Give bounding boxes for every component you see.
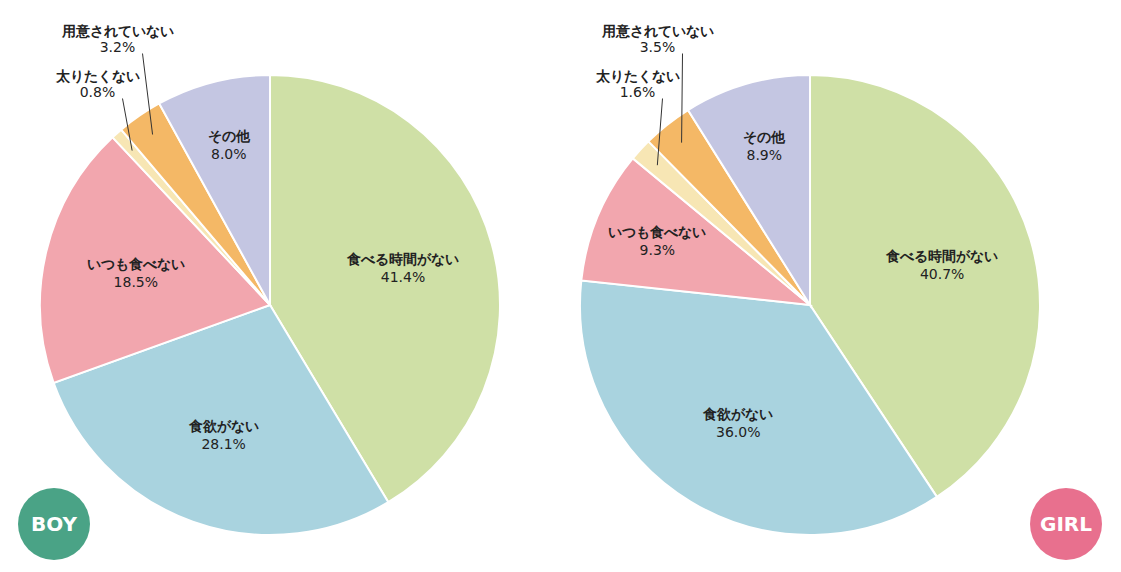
svg-text:食欲がない: 食欲がない — [702, 406, 773, 422]
svg-text:0.8%: 0.8% — [80, 84, 116, 100]
svg-text:食欲がない: 食欲がない — [188, 418, 259, 434]
svg-text:いつも食べない: いつも食べない — [608, 224, 706, 240]
svg-text:28.1%: 28.1% — [201, 436, 245, 452]
svg-text:いつも食べない: いつも食べない — [87, 256, 185, 272]
html-text:BOY: BOY — [31, 512, 77, 536]
html-text:GIRL: GIRL — [1040, 512, 1092, 536]
svg-text:8.9%: 8.9% — [747, 147, 783, 163]
svg-text:36.0%: 36.0% — [716, 424, 760, 440]
svg-text:41.4%: 41.4% — [381, 269, 425, 285]
svg-text:3.5%: 3.5% — [640, 39, 676, 55]
svg-text:太りたくない: 太りたくない — [595, 68, 680, 84]
svg-text:8.0%: 8.0% — [211, 146, 247, 162]
svg-text:食べる時間がない: 食べる時間がない — [885, 248, 998, 264]
svg-text:太りたくない: 太りたくない — [55, 68, 140, 84]
svg-text:18.5%: 18.5% — [114, 274, 158, 290]
svg-text:9.3%: 9.3% — [640, 242, 676, 258]
svg-text:その他: その他 — [743, 129, 786, 145]
svg-text:1.6%: 1.6% — [620, 84, 656, 100]
svg-text:用意されていない: 用意されていない — [601, 23, 714, 39]
svg-text:用意されていない: 用意されていない — [61, 23, 174, 39]
svg-text:3.2%: 3.2% — [100, 39, 136, 55]
svg-text:40.7%: 40.7% — [920, 266, 964, 282]
svg-text:その他: その他 — [208, 128, 251, 144]
svg-text:食べる時間がない: 食べる時間がない — [346, 251, 459, 267]
